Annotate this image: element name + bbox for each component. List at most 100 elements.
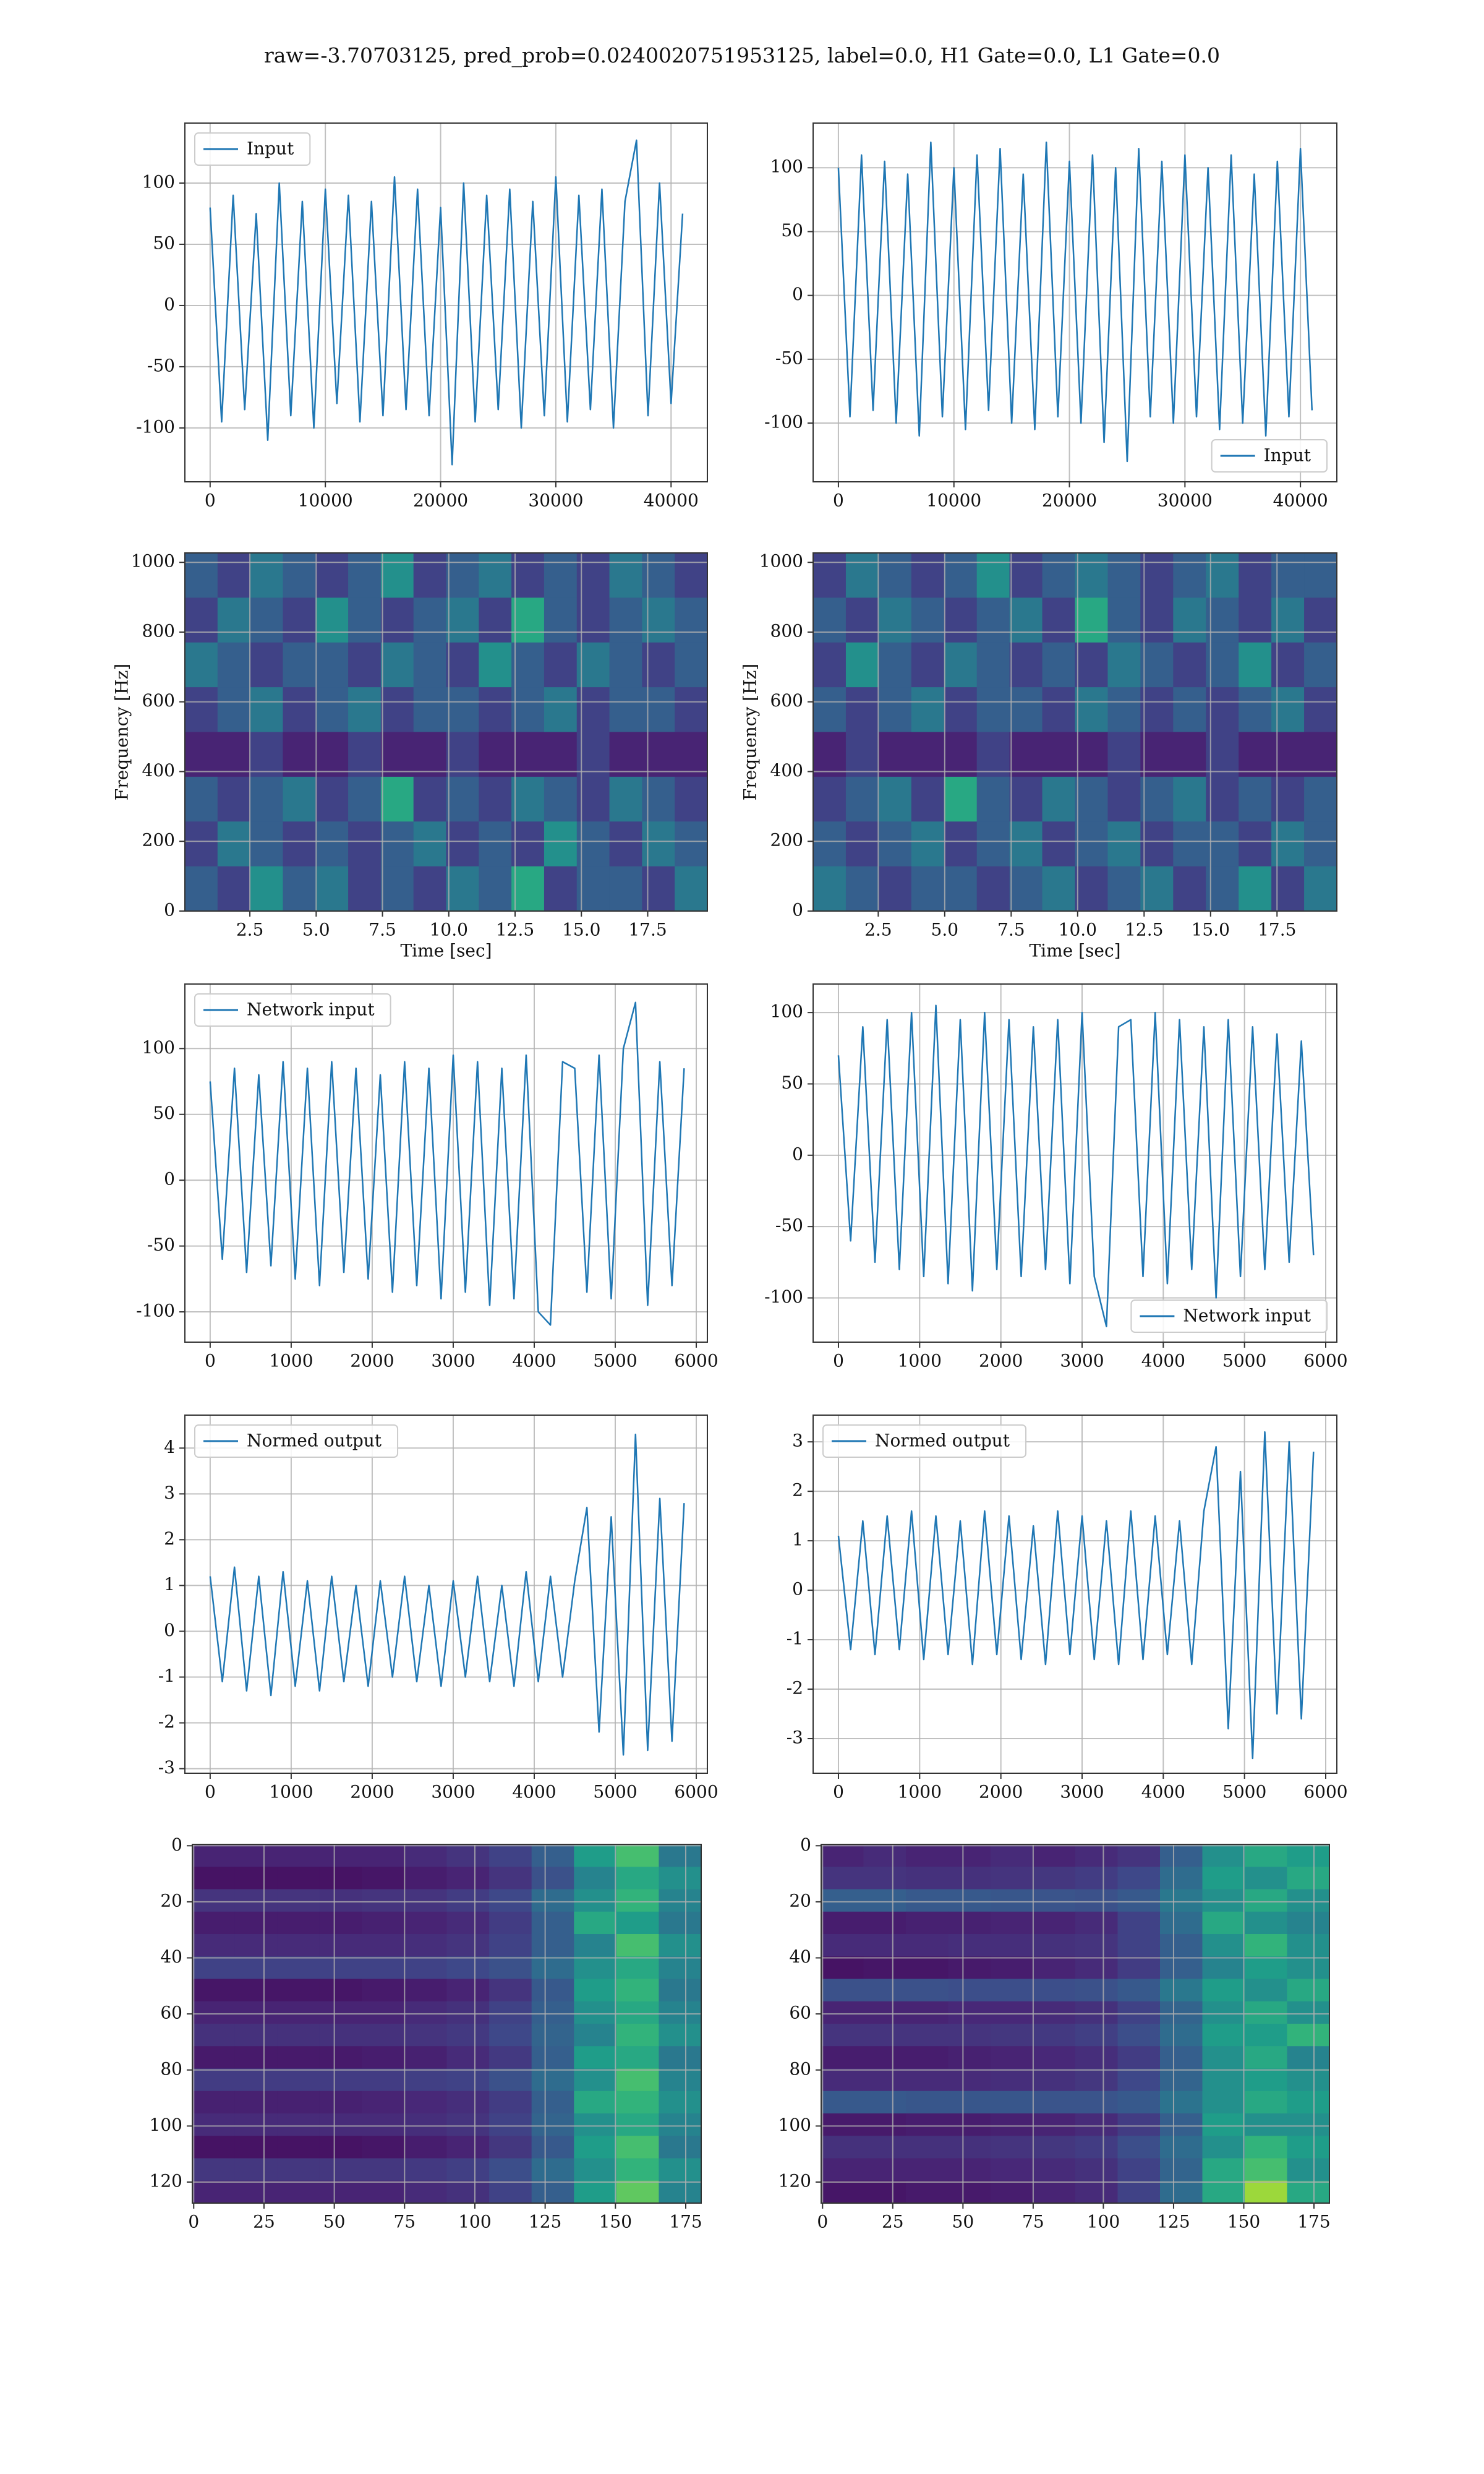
heatmap-cell	[948, 1911, 991, 1935]
heatmap-cell	[217, 687, 251, 733]
heatmap-cell	[642, 597, 675, 643]
heatmap-cell	[1075, 821, 1109, 867]
heatmap-cell	[1202, 1979, 1245, 2002]
heatmap-cell	[659, 1844, 702, 1867]
heatmap-cell	[976, 642, 1010, 688]
heatmap-cell	[1075, 776, 1109, 822]
heatmap-cell	[991, 2136, 1034, 2159]
heatmap-cell	[192, 1979, 236, 2002]
heatmap-cell	[362, 1844, 405, 1867]
heatmap-cell	[659, 2136, 702, 2159]
heatmap-cell	[1287, 2180, 1330, 2204]
heatmap-cell	[574, 2136, 617, 2159]
heatmap-cell	[185, 776, 218, 822]
heatmap-cell	[348, 642, 382, 688]
heatmap-cell	[1287, 1867, 1330, 1890]
subplot: 0 1000 2000 3000 4000 5000 6000 -3 -2 -1 0 1 2 3 Norme…	[787, 1415, 1348, 1802]
heatmap-cell	[944, 597, 978, 643]
heatmap-cell	[1033, 2046, 1076, 2070]
y-tick-label: 100	[778, 2115, 811, 2135]
heatmap-cell	[991, 2091, 1034, 2114]
axes-frame	[184, 1415, 708, 1774]
legend-box	[194, 132, 311, 166]
heatmap-cell	[277, 2136, 320, 2159]
y-tick-label: -100	[764, 412, 803, 432]
heatmap-cell	[362, 2046, 405, 2070]
heatmap-cell	[277, 2046, 320, 2070]
heatmap-cell	[1160, 2113, 1203, 2136]
heatmap-cell	[531, 1956, 574, 1980]
heatmap-cell	[362, 2136, 405, 2159]
heatmap-cell	[659, 1889, 702, 1912]
heatmap-cell	[1033, 1911, 1076, 1935]
x-tick-label: 30000	[528, 490, 583, 511]
heatmap-cell	[217, 732, 251, 777]
heatmap-cell	[675, 553, 708, 598]
heatmap-cell	[878, 821, 912, 867]
heatmap-cell	[1075, 1911, 1119, 1935]
heatmap-cell	[234, 2136, 278, 2159]
y-tick-label: -50	[147, 1235, 175, 1255]
heatmap-cell	[1075, 1867, 1119, 1890]
heatmap-cell	[1075, 2024, 1119, 2047]
heatmap-cell	[1042, 687, 1076, 733]
heatmap-cell	[991, 1911, 1034, 1935]
heatmap-cell	[642, 866, 675, 912]
heatmap-cell	[1239, 866, 1272, 912]
x-tick-label: 100	[1087, 2212, 1120, 2232]
heatmap-cell	[404, 2001, 448, 2024]
heatmap-cell	[192, 2068, 236, 2092]
heatmap-cell	[319, 2024, 362, 2047]
heatmap-cell	[234, 1979, 278, 2002]
heatmap-cell	[1287, 2091, 1330, 2114]
heatmap-cell	[576, 866, 610, 912]
heatmap-cell	[878, 642, 912, 688]
axes-frame	[812, 983, 1337, 1343]
heatmap-cell	[362, 1911, 405, 1935]
heatmap-cell	[1107, 553, 1141, 598]
heatmap-cell	[821, 2158, 864, 2181]
heatmap-cell	[1287, 2001, 1330, 2024]
heatmap-cell	[185, 597, 218, 643]
heatmap-cell	[511, 732, 545, 777]
heatmap-cell	[1009, 642, 1043, 688]
heatmap-cell	[511, 597, 545, 643]
x-tick-label: 5000	[1222, 1351, 1266, 1371]
heatmap-cell	[446, 2068, 490, 2092]
heatmap-cell	[380, 866, 414, 912]
heatmap-cell	[948, 1844, 991, 1867]
heatmap-cell	[863, 2001, 906, 2024]
heatmap-cell	[659, 2180, 702, 2204]
heatmap-cell	[446, 1889, 490, 1912]
x-tick-label: 3000	[1060, 1782, 1104, 1802]
heatmap-cell	[906, 1979, 949, 2002]
heatmap-cell	[446, 1911, 490, 1935]
heatmap-cell	[362, 2180, 405, 2204]
heatmap-cell	[845, 687, 879, 733]
heatmap-cell	[362, 2091, 405, 2114]
heatmap-cell	[616, 2068, 660, 2092]
heatmap-cell	[1239, 732, 1272, 777]
heatmap-cell	[1075, 2113, 1119, 2136]
y-tick-label: 60	[789, 2003, 811, 2023]
heatmap-cell	[531, 2091, 574, 2114]
legend-box	[194, 1424, 399, 1458]
heatmap-cell	[991, 1867, 1034, 1890]
heatmap-cell	[413, 642, 447, 688]
heatmap-cell	[1075, 2136, 1119, 2159]
y-tick-label: -50	[147, 355, 175, 375]
heatmap-cell	[906, 2158, 949, 2181]
heatmap-cell	[234, 1956, 278, 1980]
heatmap-cell	[1075, 2180, 1119, 2204]
heatmap-cell	[675, 866, 708, 912]
x-tick-label: 7.5	[369, 920, 396, 940]
heatmap-cell	[1239, 553, 1272, 598]
x-tick-label: 0	[833, 1351, 844, 1371]
heatmap-cell	[446, 2024, 490, 2047]
heatmap-cell	[863, 2180, 906, 2204]
y-tick-label: 120	[150, 2171, 182, 2191]
heatmap-cell	[948, 2113, 991, 2136]
heatmap-cell	[544, 821, 578, 867]
heatmap-cell	[1075, 1979, 1119, 2002]
y-tick-label: -1	[158, 1666, 175, 1686]
